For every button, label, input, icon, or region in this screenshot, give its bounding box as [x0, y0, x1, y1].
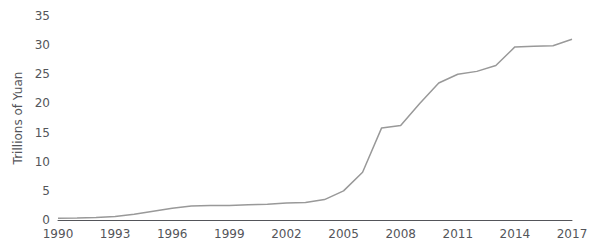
svg-text:2008: 2008: [385, 227, 416, 241]
svg-text:30: 30: [35, 38, 50, 52]
svg-text:20: 20: [35, 96, 50, 110]
svg-text:1993: 1993: [100, 227, 131, 241]
svg-text:10: 10: [35, 155, 50, 169]
svg-text:35: 35: [35, 9, 50, 23]
svg-text:2014: 2014: [500, 227, 531, 241]
svg-text:5: 5: [42, 184, 50, 198]
svg-text:1996: 1996: [157, 227, 188, 241]
svg-text:2011: 2011: [443, 227, 474, 241]
svg-text:15: 15: [35, 126, 50, 140]
svg-text:Trillions of Yuan: Trillions of Yuan: [11, 72, 25, 166]
svg-text:1999: 1999: [214, 227, 245, 241]
svg-text:0: 0: [42, 213, 50, 227]
svg-text:25: 25: [35, 67, 50, 81]
svg-text:2005: 2005: [328, 227, 359, 241]
svg-text:1990: 1990: [43, 227, 74, 241]
svg-text:2017: 2017: [557, 227, 588, 241]
svg-text:2002: 2002: [271, 227, 302, 241]
